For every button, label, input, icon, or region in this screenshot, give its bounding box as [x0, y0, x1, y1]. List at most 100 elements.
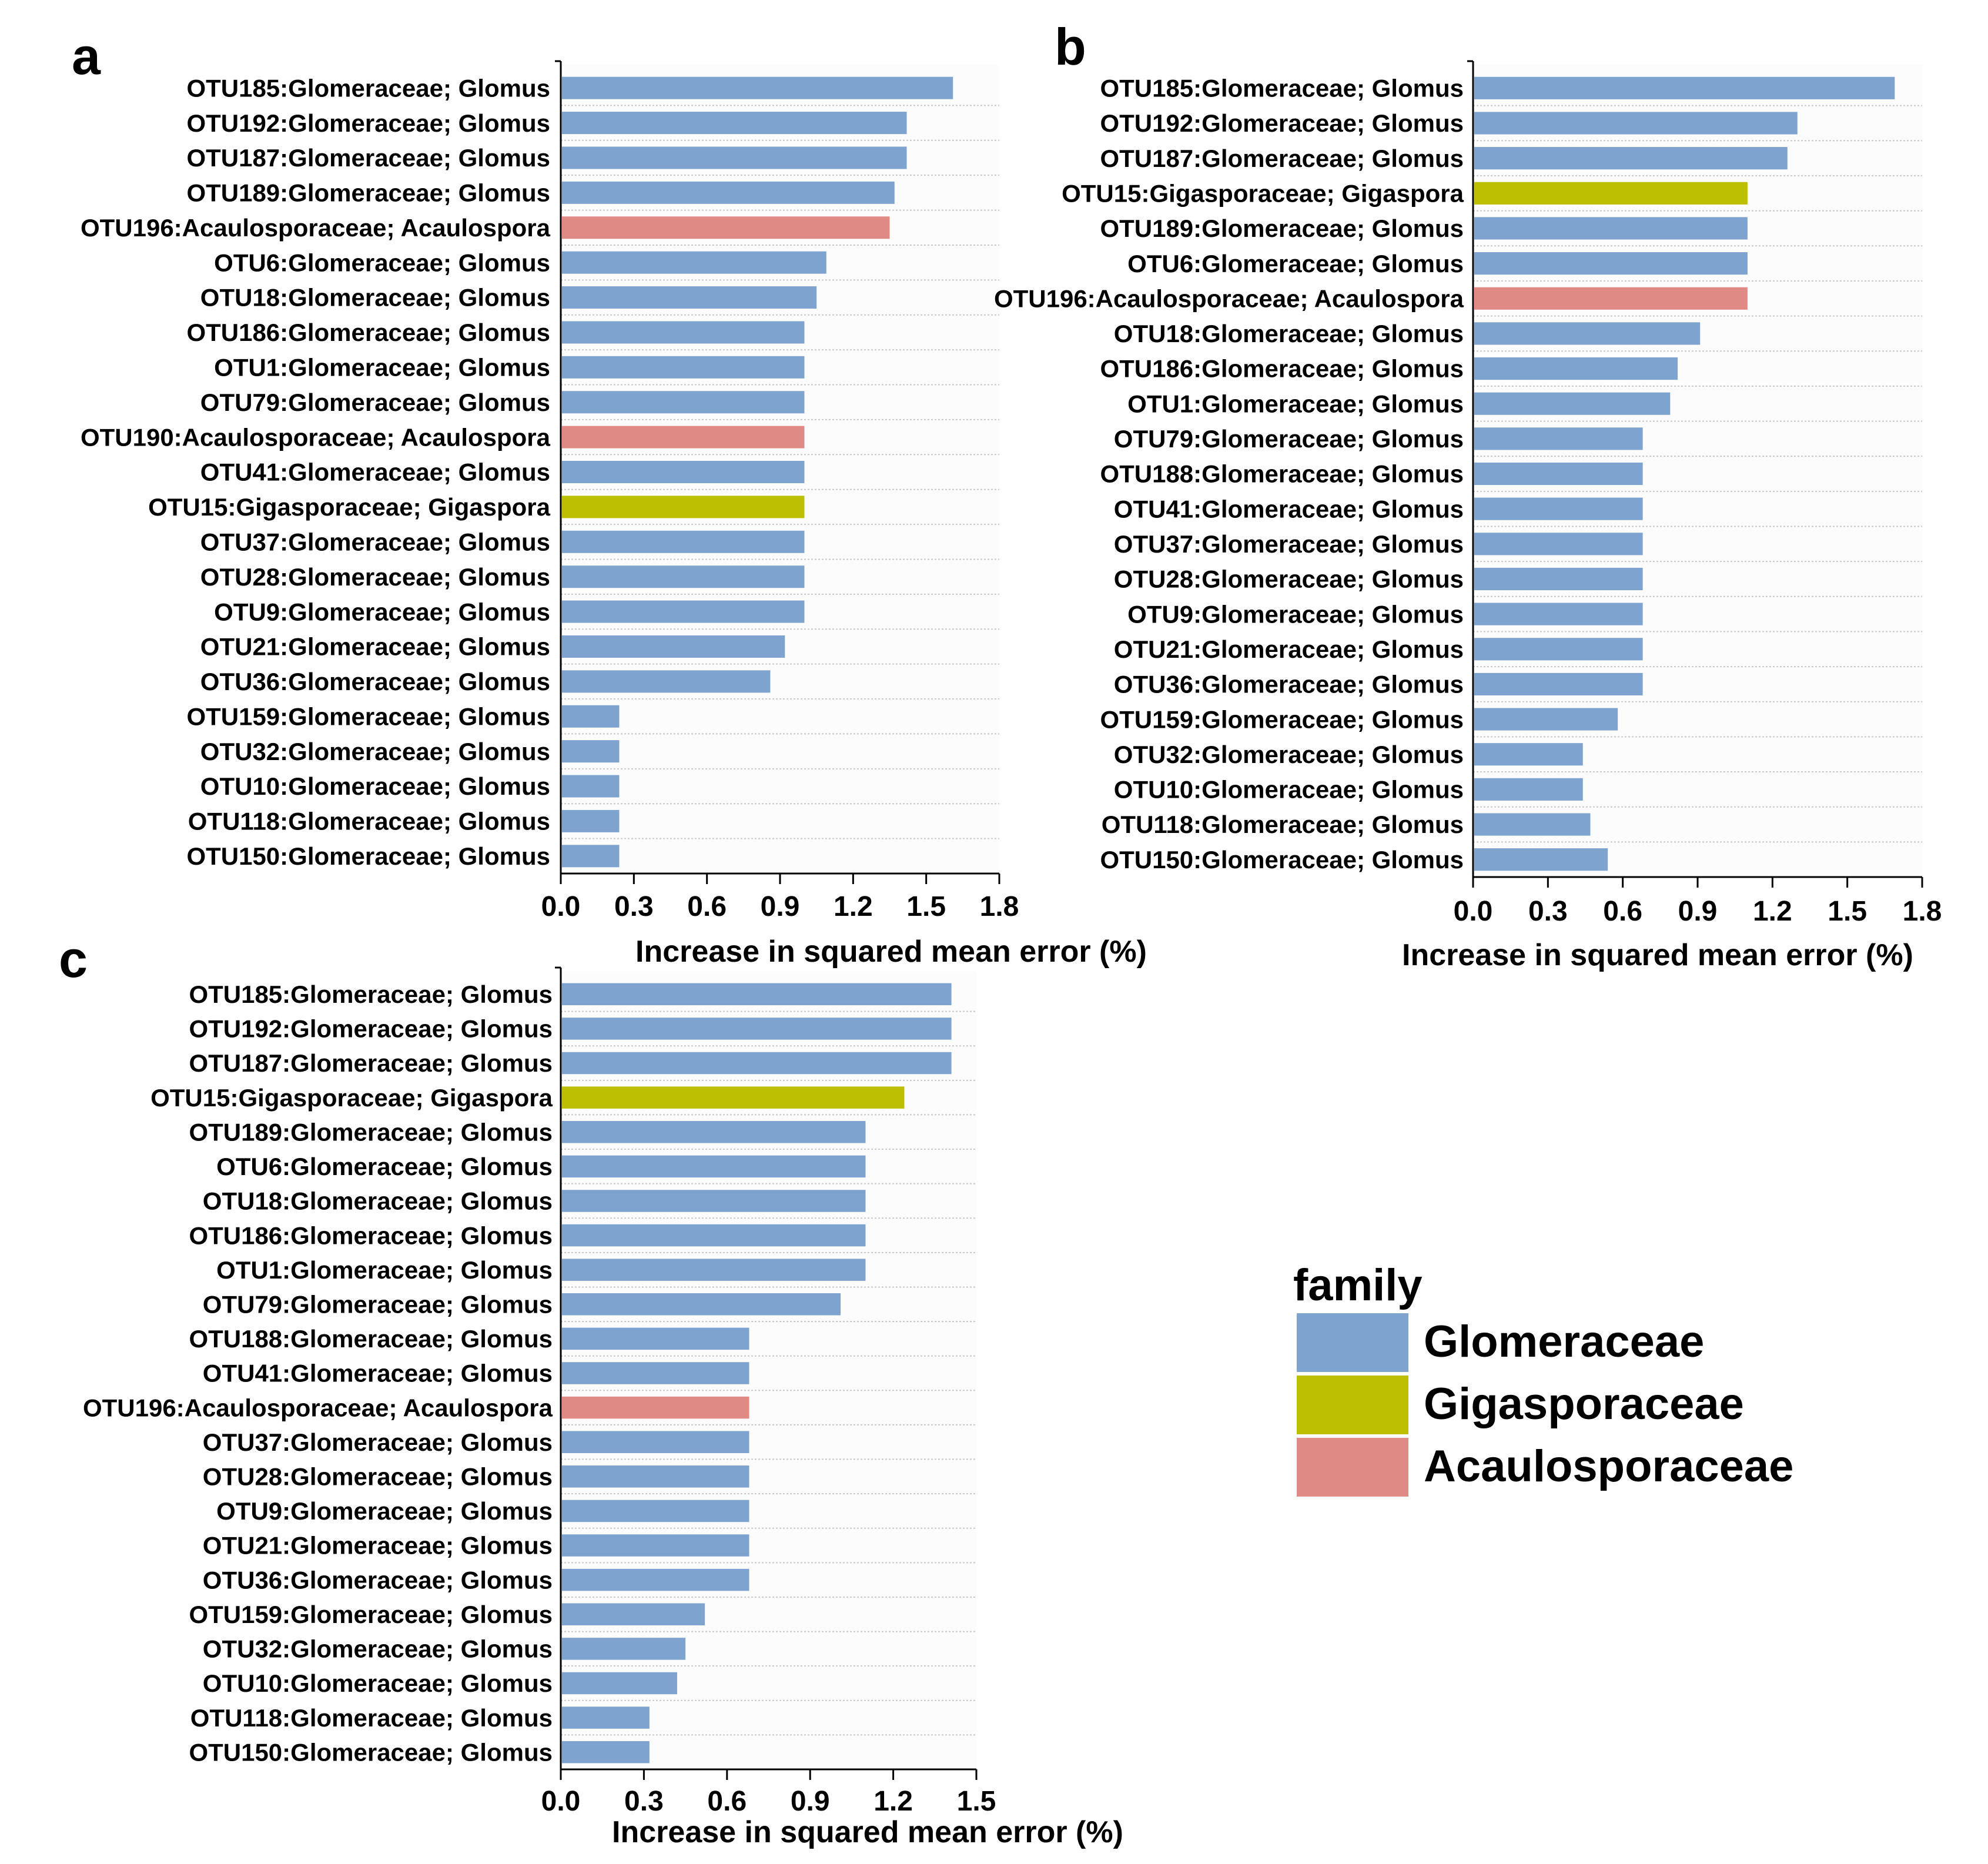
- category-label: OTU190:Acaulosporaceae; Acaulospora: [81, 423, 551, 451]
- bar: [562, 356, 805, 379]
- bar: [562, 565, 805, 588]
- x-tick-label: 0.3: [614, 891, 654, 922]
- category-label: OTU37:Glomeraceae; Glomus: [200, 528, 550, 555]
- category-label: OTU15:Gigasporaceae; Gigaspora: [150, 1084, 553, 1112]
- category-label: OTU36:Glomeraceae; Glomus: [1114, 671, 1464, 698]
- category-label: OTU6:Glomeraceae; Glomus: [214, 249, 550, 276]
- category-label: OTU18:Glomeraceae; Glomus: [1114, 320, 1464, 347]
- category-label: OTU150:Glomeraceae; Glomus: [1100, 846, 1464, 874]
- panel-letter-a: a: [72, 27, 101, 85]
- category-label: OTU189:Glomeraceae; Glomus: [1100, 215, 1464, 242]
- bar: [562, 112, 907, 135]
- x-axis-label: Increase in squared mean error (%): [1402, 938, 1913, 972]
- bar: [562, 146, 907, 169]
- x-tick-label: 1.5: [1828, 896, 1867, 927]
- bar: [562, 775, 620, 798]
- category-label: OTU187:Glomeraceae; Glomus: [186, 144, 550, 172]
- category-label: OTU32:Glomeraceae; Glomus: [200, 738, 550, 765]
- bar: [562, 1086, 905, 1109]
- bar: [562, 809, 620, 832]
- bar: [1474, 76, 1895, 99]
- bar: [1474, 533, 1643, 555]
- category-label: OTU28:Glomeraceae; Glomus: [200, 563, 550, 591]
- category-label: OTU192:Glomeraceae; Glomus: [186, 109, 550, 137]
- bar: [1474, 638, 1643, 661]
- bar: [1474, 217, 1748, 240]
- x-tick-label: 1.5: [906, 891, 946, 922]
- category-label: OTU187:Glomeraceae; Glomus: [189, 1049, 553, 1077]
- bar: [1474, 813, 1591, 836]
- x-axis-label: Increase in squared mean error (%): [635, 935, 1147, 969]
- category-label: OTU21:Glomeraceae; Glomus: [1114, 635, 1464, 663]
- x-tick-label: 0.0: [1454, 896, 1493, 927]
- bar: [1474, 427, 1643, 450]
- bar: [562, 391, 805, 414]
- category-label: OTU188:Glomeraceae; Glomus: [189, 1325, 553, 1353]
- x-tick-label: 0.6: [1603, 896, 1642, 927]
- bar: [562, 670, 771, 693]
- category-label: OTU192:Glomeraceae; Glomus: [189, 1015, 553, 1043]
- bar: [1474, 848, 1608, 871]
- bar: [562, 845, 620, 868]
- category-label: OTU79:Glomeraceae; Glomus: [1114, 425, 1464, 453]
- x-axis-label: Increase in squared mean error (%): [612, 1815, 1123, 1849]
- bar: [562, 181, 895, 204]
- bar: [562, 600, 805, 623]
- category-label: OTU1:Glomeraceae; Glomus: [214, 354, 550, 381]
- bar: [1474, 357, 1678, 380]
- bar: [1474, 567, 1643, 591]
- category-label: OTU15:Gigasporaceae; Gigaspora: [148, 493, 551, 521]
- legend-label: Gigasporaceae: [1424, 1379, 1744, 1429]
- x-tick-label: 0.0: [541, 891, 581, 922]
- x-tick-label: 1.8: [1903, 896, 1942, 927]
- bar: [562, 1293, 841, 1316]
- category-label: OTU118:Glomeraceae; Glomus: [1102, 811, 1464, 838]
- category-label: OTU79:Glomeraceae; Glomus: [200, 389, 550, 416]
- bar: [1474, 743, 1583, 766]
- x-tick-label: 1.2: [873, 1786, 913, 1817]
- bar: [562, 426, 805, 449]
- bar: [562, 1052, 952, 1075]
- category-label: OTU28:Glomeraceae; Glomus: [203, 1463, 553, 1491]
- bar: [562, 216, 890, 239]
- x-tick-label: 0.9: [761, 891, 800, 922]
- bar: [1474, 287, 1748, 310]
- bar: [1474, 708, 1618, 731]
- bar: [562, 321, 805, 344]
- bar: [562, 1327, 749, 1350]
- bar: [562, 1155, 866, 1178]
- legend-swatch: [1297, 1438, 1408, 1497]
- bar: [562, 530, 805, 553]
- bar: [562, 496, 805, 518]
- category-label: OTU189:Glomeraceae; Glomus: [186, 179, 550, 207]
- bar: [562, 1534, 749, 1557]
- bar: [562, 635, 785, 658]
- category-label: OTU186:Glomeraceae; Glomus: [1100, 355, 1464, 383]
- category-label: OTU21:Glomeraceae; Glomus: [200, 633, 550, 661]
- category-label: OTU118:Glomeraceae; Glomus: [190, 1704, 553, 1732]
- category-label: OTU10:Glomeraceae; Glomus: [200, 772, 550, 800]
- bar: [562, 1396, 749, 1419]
- bar: [1474, 603, 1643, 625]
- category-label: OTU186:Glomeraceae; Glomus: [189, 1222, 553, 1249]
- x-tick-label: 1.2: [1753, 896, 1792, 927]
- bar: [562, 1500, 749, 1522]
- bar: [562, 1672, 677, 1695]
- bar: [1474, 497, 1643, 520]
- category-label: OTU187:Glomeraceae; Glomus: [1100, 145, 1464, 172]
- category-label: OTU150:Glomeraceae; Glomus: [186, 842, 550, 870]
- bar: [562, 1603, 705, 1626]
- bar: [562, 1018, 952, 1040]
- bar: [1474, 322, 1701, 345]
- x-tick-label: 1.5: [957, 1786, 996, 1817]
- bar: [562, 705, 620, 728]
- category-label: OTU6:Glomeraceae; Glomus: [216, 1153, 553, 1180]
- category-label: OTU9:Glomeraceae; Glomus: [214, 598, 550, 625]
- x-tick-label: 0.6: [707, 1786, 747, 1817]
- x-tick-label: 0.6: [687, 891, 727, 922]
- bar: [562, 1224, 866, 1247]
- category-label: OTU37:Glomeraceae; Glomus: [203, 1428, 553, 1456]
- legend-swatch: [1297, 1313, 1408, 1372]
- category-label: OTU41:Glomeraceae; Glomus: [200, 459, 550, 486]
